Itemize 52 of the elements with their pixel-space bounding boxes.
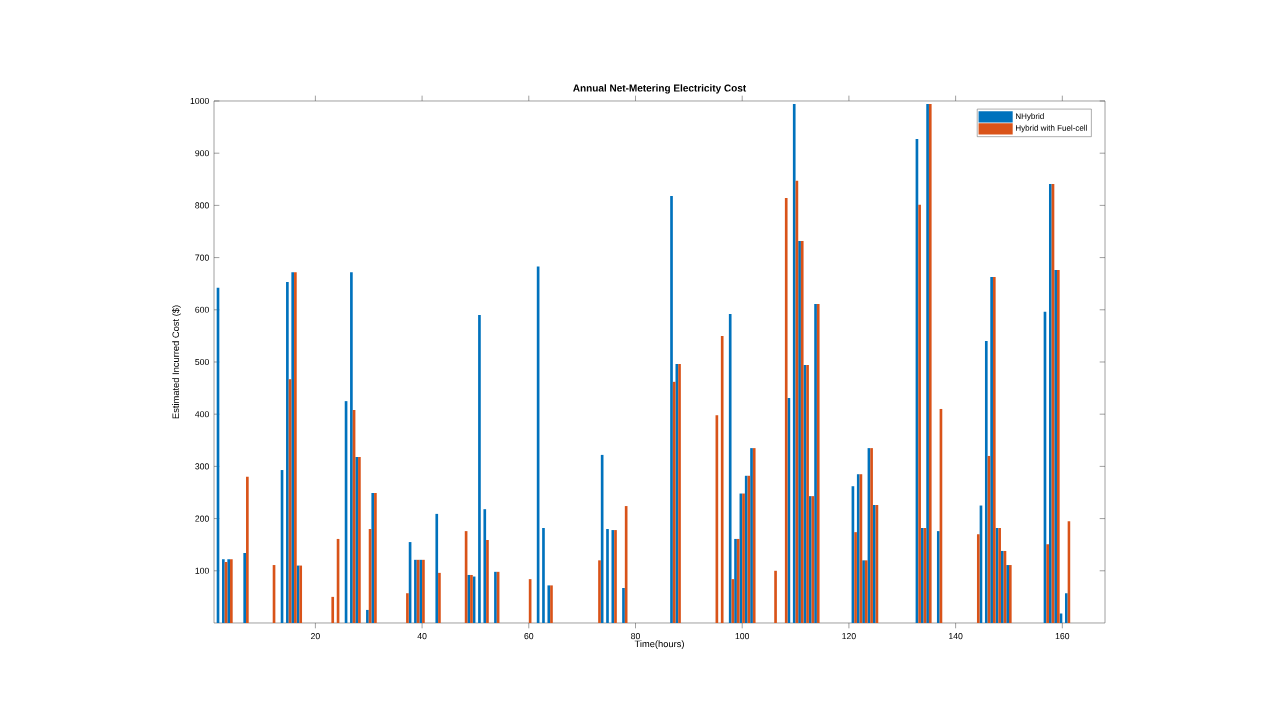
bar [483, 509, 487, 623]
x-tick-label: 160 [1055, 633, 1070, 640]
bar [672, 381, 676, 623]
bar [435, 513, 439, 623]
bar [728, 313, 732, 623]
bar [406, 593, 409, 623]
x-tick-label: 60 [524, 633, 534, 640]
legend-label: Hybrid with Fuel-cell [1016, 124, 1087, 133]
bar [350, 272, 353, 623]
y-axis-title: Estimated Incurred Cost ($) [172, 305, 181, 419]
bar [246, 476, 249, 623]
bar [1046, 544, 1049, 623]
y-tick-label: 500 [195, 358, 209, 366]
x-tick-label: 140 [949, 633, 963, 640]
x-tick-label: 100 [735, 633, 750, 640]
bar [478, 315, 481, 623]
bar [243, 553, 247, 623]
x-axis-title: Time(hours) [634, 640, 684, 650]
bar [486, 539, 489, 623]
y-tick-label: 800 [195, 202, 209, 209]
y-tick-label: 100 [195, 567, 209, 574]
x-tick-label: 80 [631, 633, 640, 640]
x-tick-label: 40 [417, 633, 427, 640]
y-tick-label: 1000 [190, 97, 209, 105]
bar [286, 282, 289, 623]
bar [366, 609, 369, 623]
bar [542, 527, 545, 623]
y-tick-label: 200 [195, 515, 209, 522]
bar [792, 104, 796, 623]
y-tick-label: 300 [195, 463, 209, 470]
legend-label: NHybrid [1016, 113, 1044, 121]
y-tick-label: 900 [195, 150, 209, 157]
x-tick-label: 120 [842, 633, 856, 640]
bar [784, 198, 788, 623]
bar [774, 570, 777, 623]
bar [598, 560, 601, 623]
y-tick-label: 600 [195, 306, 209, 313]
bar [984, 341, 988, 623]
bar [720, 335, 724, 623]
bar [622, 588, 625, 623]
chart-title: Annual Net-Metering Electricity Cost [573, 84, 747, 94]
bar [976, 534, 980, 623]
bar [606, 529, 609, 623]
bar [854, 532, 857, 623]
bar [918, 204, 921, 623]
bar [670, 195, 673, 623]
bar [936, 531, 940, 623]
bar [331, 596, 335, 623]
bar [438, 572, 441, 623]
y-tick-label: 700 [195, 254, 209, 261]
x-tick-label: 20 [311, 633, 320, 640]
y-tick-label: 400 [195, 411, 209, 418]
